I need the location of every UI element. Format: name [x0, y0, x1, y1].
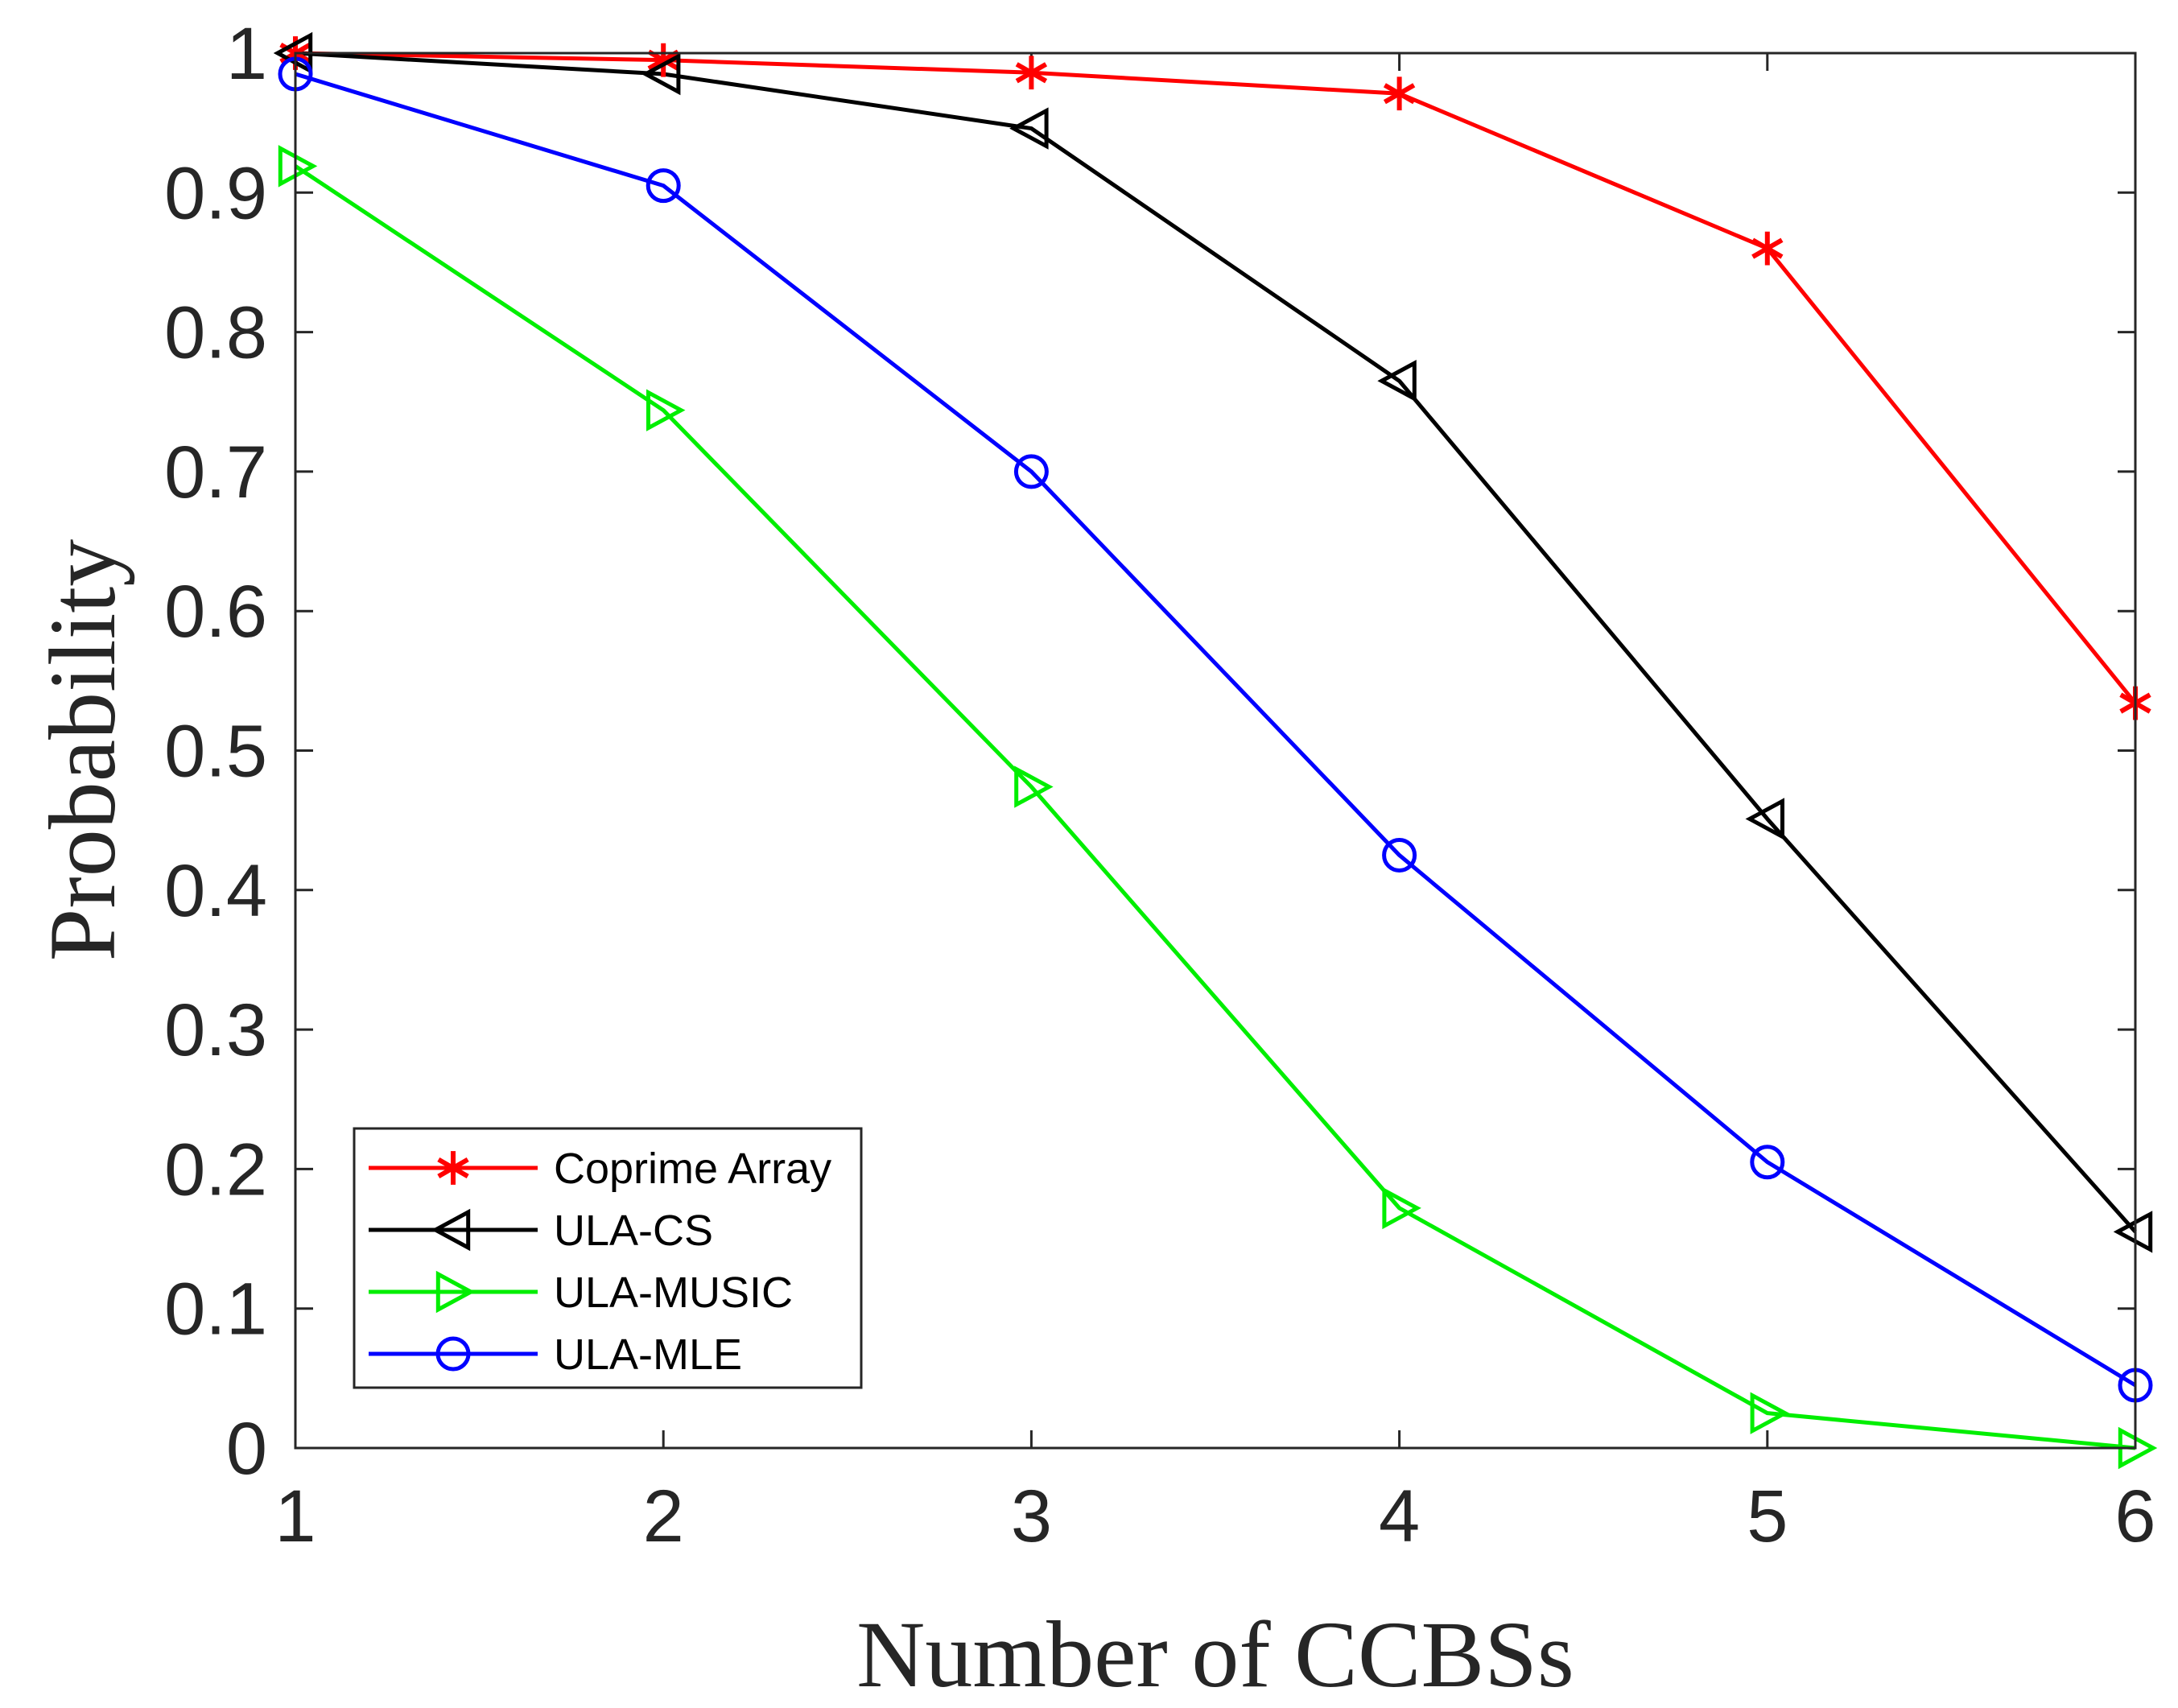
legend-label-coprime-array: Coprime Array — [554, 1145, 831, 1193]
x-tick-label: 4 — [1379, 1475, 1420, 1557]
y-tick-label: 0.7 — [164, 431, 267, 514]
data-point-ula-music — [1382, 1186, 1421, 1230]
data-point-coprime-array — [1751, 231, 1784, 266]
series-markers — [273, 31, 2158, 1470]
y-tick-label: 0.9 — [164, 152, 267, 234]
data-point-ula-music — [1014, 765, 1054, 808]
x-axis-title: Number of CCBSs — [856, 1602, 1574, 1707]
legend-marker-ula-cs — [431, 1208, 471, 1252]
data-point-coprime-array — [1015, 56, 1048, 90]
y-tick-label: 0.1 — [164, 1269, 267, 1351]
legend-marker-coprime-array — [437, 1151, 469, 1185]
x-tick-label: 6 — [2114, 1475, 2155, 1557]
legend-label-ula-cs: ULA-CS — [554, 1207, 713, 1255]
x-tick-label: 1 — [274, 1475, 316, 1557]
plot-frame — [294, 52, 2137, 1450]
y-tick-label: 1 — [226, 13, 267, 95]
data-point-ula-mle — [1013, 454, 1049, 489]
data-point-ula-mle — [1382, 837, 1417, 873]
data-point-ula-mle — [1750, 1145, 1785, 1180]
tick-labels: 1 2 3 4 5 6 0 0.1 0.2 0.3 0.4 0.5 0.6 0.7 0.8 0.9 1 — [164, 13, 2155, 1557]
data-point-coprime-array — [647, 43, 679, 77]
data-point-ula-music — [1750, 1392, 1790, 1434]
series-line-ula-music — [294, 164, 2136, 1450]
x-tick-label: 5 — [1747, 1475, 1788, 1557]
y-axis-title: Probability — [30, 539, 135, 961]
data-point-ula-mle — [646, 168, 681, 204]
legend-marker-ula-music — [435, 1270, 476, 1314]
data-point-ula-cs — [1009, 107, 1049, 150]
series-line-coprime-array — [295, 51, 2137, 705]
data-point-coprime-array — [1383, 76, 1416, 111]
data-point-ula-cs — [641, 52, 681, 96]
y-tick-label: 0 — [226, 1408, 267, 1490]
x-tick-label: 3 — [1011, 1475, 1052, 1557]
y-tick-label: 0.8 — [164, 292, 267, 374]
series-lines — [294, 51, 2137, 1450]
data-point-ula-cs — [1745, 798, 1784, 840]
y-tick-label: 0.3 — [164, 989, 267, 1071]
series-line-ula-cs — [295, 51, 2137, 1234]
y-tick-label: 0.5 — [164, 711, 267, 793]
data-point-ula-music — [278, 145, 318, 188]
y-tick-label: 0.2 — [164, 1128, 267, 1211]
legend-label-ula-mle: ULA-MLE — [554, 1331, 742, 1379]
y-tick-label: 0.4 — [164, 850, 267, 932]
legend-marker-ula-mle — [435, 1336, 471, 1372]
series-line-ula-mle — [295, 72, 2137, 1388]
legend: Coprime Array ULA-CS ULA-MUSIC ULA-MLE — [353, 1127, 863, 1389]
legend-label-ula-music: ULA-MUSIC — [554, 1269, 793, 1317]
y-tick-label: 0.6 — [164, 571, 267, 653]
data-point-ula-cs — [2113, 1211, 2153, 1253]
data-point-ula-cs — [1377, 360, 1417, 402]
data-point-ula-music — [646, 389, 686, 431]
x-tick-label: 2 — [643, 1475, 684, 1557]
